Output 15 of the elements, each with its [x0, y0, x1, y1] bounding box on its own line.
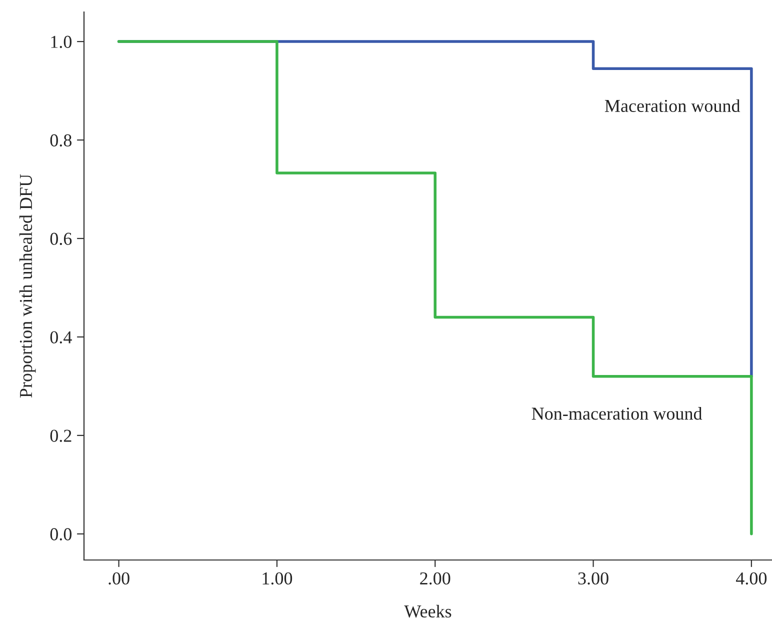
y-tick-label: 0.6 [50, 232, 72, 246]
x-axis-title: Weeks [404, 604, 452, 618]
x-tick-label: 4.00 [736, 572, 767, 585]
x-tick-label: .00 [108, 572, 130, 585]
y-tick-label: 1.0 [51, 36, 72, 48]
x-tick-label: 1.00 [262, 572, 292, 585]
y-tick-label: 0.8 [50, 134, 72, 147]
series-label: Maceration wound [604, 99, 740, 112]
y-tick-label: 0.2 [50, 430, 72, 442]
y-tick-label: 0.4 [50, 331, 72, 344]
y-tick-label: 0.0 [50, 528, 72, 540]
y-axis-title: Proportion with unhealed DFU [19, 174, 36, 398]
series-label: Non-maceration wound [532, 407, 702, 420]
x-tick-label: 2.00 [420, 572, 450, 585]
x-tick-label: 3.00 [578, 572, 608, 585]
